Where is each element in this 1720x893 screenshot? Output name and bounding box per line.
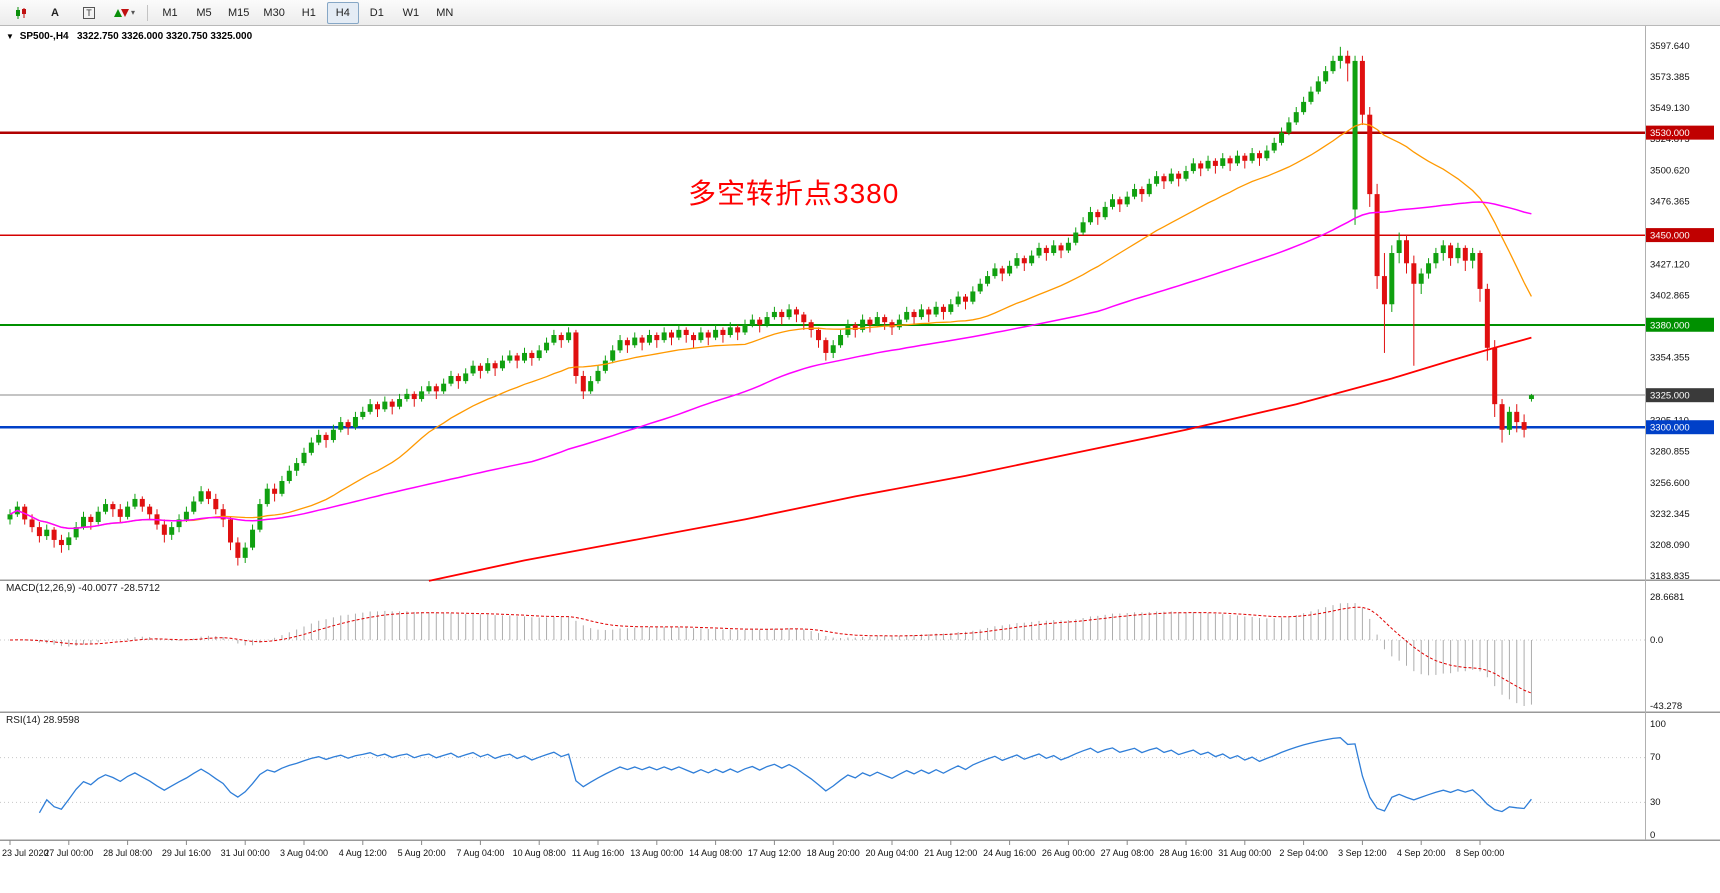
price-badge-3380 [1646, 317, 1714, 332]
svg-text:21 Aug 12:00: 21 Aug 12:00 [924, 848, 977, 858]
svg-text:28.6681: 28.6681 [1650, 592, 1684, 603]
svg-text:3354.355: 3354.355 [1650, 353, 1690, 364]
svg-text:20 Aug 04:00: 20 Aug 04:00 [865, 848, 918, 858]
price-badge-3300 [1646, 420, 1714, 435]
svg-text:3597.640: 3597.640 [1650, 41, 1690, 52]
price-badge-3530 [1646, 125, 1714, 140]
timeframe-button-M15[interactable]: M15 [228, 6, 250, 19]
svg-text:29 Jul 16:00: 29 Jul 16:00 [162, 848, 211, 858]
chevron-down-icon: ▾ [131, 8, 136, 17]
svg-text:26 Aug 00:00: 26 Aug 00:00 [1042, 848, 1095, 858]
svg-text:23 Jul 2020: 23 Jul 2020 [2, 848, 49, 858]
svg-text:5 Aug 20:00: 5 Aug 20:00 [398, 848, 446, 858]
svg-text:3476.365: 3476.365 [1650, 196, 1690, 207]
macd-panel: 28.6681 0.0 -43.278 [0, 592, 1684, 712]
svg-text:3 Sep 12:00: 3 Sep 12:00 [1338, 848, 1387, 858]
toolbar-separator [147, 4, 149, 21]
svg-text:3300.000: 3300.000 [1650, 423, 1690, 434]
svg-text:14 Aug 08:00: 14 Aug 08:00 [689, 848, 742, 858]
timeframe-button-M5[interactable]: M5 [196, 6, 212, 19]
ma-fast-line [9, 123, 1532, 530]
svg-text:7 Aug 04:00: 7 Aug 04:00 [456, 848, 504, 858]
svg-text:3 Aug 04:00: 3 Aug 04:00 [280, 848, 328, 858]
svg-text:3232.345: 3232.345 [1650, 509, 1690, 520]
svg-text:3427.120: 3427.120 [1650, 259, 1690, 270]
svg-text:3208.090: 3208.090 [1650, 540, 1690, 551]
rsi-header: RSI(14) 28.9598 [6, 715, 80, 726]
svg-text:3402.865: 3402.865 [1650, 290, 1690, 301]
symbol-period-label: SP500-,H4 [19, 31, 69, 42]
rsi-panel: 100 70 30 0 [0, 719, 1666, 841]
svg-text:10 Aug 08:00: 10 Aug 08:00 [513, 848, 566, 858]
moving-averages-layer [9, 123, 1532, 582]
timeframe-button-W1[interactable]: W1 [402, 6, 420, 19]
timeframe-button-M30[interactable]: M30 [263, 6, 285, 19]
annotation-tool-button[interactable]: A [51, 6, 59, 19]
chart-annotation-text[interactable]: 多空转折点3380 [688, 178, 900, 209]
svg-text:0.0: 0.0 [1650, 635, 1663, 646]
svg-text:11 Aug 16:00: 11 Aug 16:00 [572, 848, 624, 858]
text-label-tool-button[interactable]: T [73, 2, 105, 24]
svg-text:3380.000: 3380.000 [1650, 320, 1690, 331]
macd-signal-line [9, 606, 1532, 694]
panel-separators [0, 26, 1720, 841]
collapse-triangle-icon[interactable]: ▼ [6, 32, 14, 41]
price-badge-3450 [1646, 228, 1714, 243]
svg-text:-43.278: -43.278 [1650, 701, 1682, 712]
svg-text:31 Aug 00:00: 31 Aug 00:00 [1218, 848, 1271, 858]
timeframe-button-H4[interactable]: H4 [326, 1, 359, 24]
svg-text:4 Aug 12:00: 4 Aug 12:00 [339, 848, 387, 858]
indicators-dropdown-button[interactable]: ▾ [107, 2, 141, 24]
rsi-line [38, 737, 1532, 814]
svg-text:3450.000: 3450.000 [1650, 231, 1690, 242]
svg-text:3500.620: 3500.620 [1650, 165, 1690, 176]
chart-toolbar: A T ▾ M1 M5 M15 M30 H1 H4 D1 W1 MN [0, 0, 1720, 26]
timeframe-button-D1[interactable]: D1 [369, 6, 384, 19]
svg-text:0: 0 [1650, 830, 1655, 841]
candles-layer [7, 46, 1534, 566]
svg-text:3524.875: 3524.875 [1650, 134, 1690, 145]
svg-text:24 Aug 16:00: 24 Aug 16:00 [983, 848, 1036, 858]
svg-text:3549.130: 3549.130 [1650, 103, 1690, 114]
svg-text:28 Jul 08:00: 28 Jul 08:00 [103, 848, 152, 858]
svg-text:70: 70 [1650, 752, 1661, 763]
svg-text:18 Aug 20:00: 18 Aug 20:00 [807, 848, 860, 858]
timeframe-button-H1[interactable]: H1 [301, 6, 316, 19]
ohlc-values: 3322.750 3326.000 3320.750 3325.000 [76, 31, 253, 42]
timeframe-button-M1[interactable]: M1 [162, 6, 178, 19]
svg-text:3325.000: 3325.000 [1650, 391, 1690, 402]
text-box-icon: T [83, 6, 95, 19]
timeframe-bar: M1 M5 M15 M30 H1 H4 D1 W1 MN [153, 1, 462, 24]
ma-slow-line [428, 336, 1532, 582]
svg-text:3256.600: 3256.600 [1650, 478, 1690, 489]
timeframe-button-MN[interactable]: MN [436, 6, 454, 19]
quote-line: ▼ SP500-,H4 3322.750 3326.000 3320.750 3… [6, 31, 252, 42]
svg-text:31 Jul 00:00: 31 Jul 00:00 [221, 848, 270, 858]
chart-canvas[interactable]: 3597.640 3573.385 3549.130 3524.875 3500.620… [0, 26, 1720, 893]
svg-text:3280.855: 3280.855 [1650, 447, 1690, 458]
svg-text:3530.000: 3530.000 [1650, 128, 1690, 139]
svg-text:4 Sep 20:00: 4 Sep 20:00 [1397, 848, 1446, 858]
macd-header: MACD(12,26,9) -40.0077 -28.5712 [6, 583, 160, 594]
svg-text:30: 30 [1650, 797, 1661, 808]
svg-text:3183.835: 3183.835 [1650, 571, 1690, 582]
svg-text:27 Jul 00:00: 27 Jul 00:00 [44, 848, 93, 858]
svg-text:8 Sep 00:00: 8 Sep 00:00 [1456, 848, 1505, 858]
ma-mid-line [9, 201, 1532, 530]
svg-text:27 Aug 08:00: 27 Aug 08:00 [1101, 848, 1154, 858]
svg-text:28 Aug 16:00: 28 Aug 16:00 [1159, 848, 1212, 858]
candlestick-chart-icon[interactable] [5, 2, 37, 24]
svg-text:2 Sep 04:00: 2 Sep 04:00 [1279, 848, 1328, 858]
svg-text:13 Aug 00:00: 13 Aug 00:00 [630, 848, 683, 858]
svg-text:17 Aug 12:00: 17 Aug 12:00 [748, 848, 801, 858]
price-badge-3325 [1646, 388, 1714, 403]
price-axis: 3597.640 3573.385 3549.130 3524.875 3500.620… [1646, 41, 1714, 582]
svg-text:3573.385: 3573.385 [1650, 72, 1690, 83]
svg-text:100: 100 [1650, 719, 1666, 730]
